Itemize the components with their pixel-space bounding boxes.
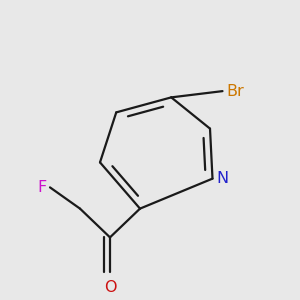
Text: N: N xyxy=(216,171,228,186)
Text: Br: Br xyxy=(226,84,244,99)
Text: F: F xyxy=(37,180,46,195)
Text: O: O xyxy=(104,280,116,295)
